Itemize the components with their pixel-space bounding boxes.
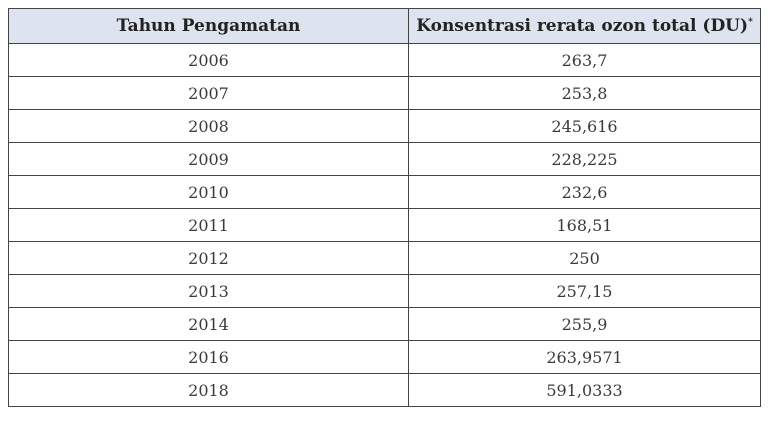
ozone-value-cell: 255,9 (408, 307, 761, 341)
year-cell: 2007 (8, 76, 409, 110)
year-cell: 2018 (8, 373, 409, 407)
table-row: 2018 591,0333 (8, 373, 761, 407)
table-row: 2013 257,15 (8, 274, 761, 308)
ozone-table: Tahun Pengamatan Konsentrasi rerata ozon… (8, 8, 761, 407)
table-row: 2007 253,8 (8, 76, 761, 110)
year-cell: 2011 (8, 208, 409, 242)
ozone-value-cell: 250 (408, 241, 761, 275)
header-row: Tahun Pengamatan Konsentrasi rerata ozon… (8, 8, 761, 44)
year-cell: 2016 (8, 340, 409, 374)
ozone-value-cell: 263,7 (408, 43, 761, 77)
ozone-value-cell: 263,9571 (408, 340, 761, 374)
header-ozone: Konsentrasi rerata ozon total (DU)* (408, 8, 761, 44)
year-cell: 2014 (8, 307, 409, 341)
table-row: 2010 232,6 (8, 175, 761, 209)
table-row: 2014 255,9 (8, 307, 761, 341)
year-cell: 2008 (8, 109, 409, 143)
footnote-marker: * (748, 17, 753, 28)
ozone-value-cell: 232,6 (408, 175, 761, 209)
ozone-table-container: Tahun Pengamatan Konsentrasi rerata ozon… (8, 8, 761, 407)
ozone-value-cell: 253,8 (408, 76, 761, 110)
year-cell: 2010 (8, 175, 409, 209)
table-row: 2011 168,51 (8, 208, 761, 242)
header-year: Tahun Pengamatan (8, 8, 409, 44)
year-cell: 2012 (8, 241, 409, 275)
ozone-value-cell: 245,616 (408, 109, 761, 143)
ozone-value-cell: 257,15 (408, 274, 761, 308)
table-row: 2009 228,225 (8, 142, 761, 176)
ozone-value-cell: 228,225 (408, 142, 761, 176)
header-ozone-label: Konsentrasi rerata ozon total (DU) (416, 16, 749, 36)
table-row: 2012 250 (8, 241, 761, 275)
header-year-label: Tahun Pengamatan (116, 16, 301, 36)
ozone-value-cell: 591,0333 (408, 373, 761, 407)
table-row: 2008 245,616 (8, 109, 761, 143)
table-row: 2006 263,7 (8, 43, 761, 77)
year-cell: 2009 (8, 142, 409, 176)
year-cell: 2006 (8, 43, 409, 77)
ozone-value-cell: 168,51 (408, 208, 761, 242)
table-row: 2016 263,9571 (8, 340, 761, 374)
year-cell: 2013 (8, 274, 409, 308)
